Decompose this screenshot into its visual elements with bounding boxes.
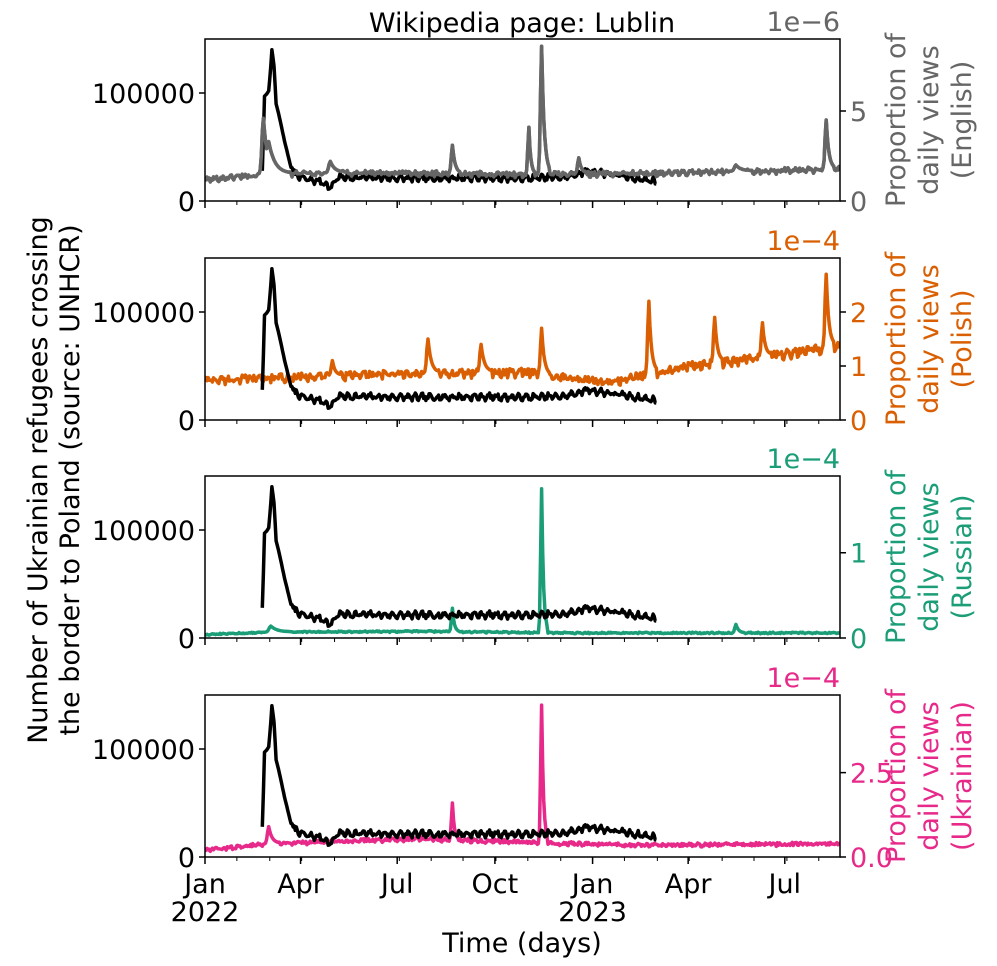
- left-tick-label: 100000: [92, 735, 195, 766]
- right-tick-label: 1: [850, 352, 867, 383]
- panel-english: 0 100000 0 5 1e−6 Proportion of daily views (En…: [92, 7, 978, 218]
- refugee-line: [260, 48, 657, 191]
- right-axis-label: Proportion of daily views (Russian): [881, 469, 978, 644]
- right-tick-label: 0: [850, 406, 867, 437]
- right-ylabel-line: Proportion of: [881, 251, 912, 426]
- right-ylabel-line: daily views: [914, 264, 945, 414]
- views-line-overlay: [205, 44, 840, 184]
- x-tick-year: 2022: [171, 897, 240, 928]
- refugee-line: [260, 704, 657, 847]
- right-tick-label: 0: [850, 624, 867, 655]
- right-axis-label: Proportion of daily views (English): [881, 32, 978, 207]
- shared-y-axis-label: Number of Ukrainian refugees crossing th…: [23, 216, 86, 744]
- right-ylabel-line: daily views: [914, 482, 945, 632]
- right-ylabel-line: Proportion of: [881, 469, 912, 644]
- left-tick-label: 100000: [92, 516, 195, 547]
- panel-frame: [204, 475, 841, 639]
- right-ylabel-line: (Russian): [947, 494, 978, 619]
- left-tick-label: 0: [178, 843, 195, 874]
- panel-russian: 0 100000 0 1 1e−4 Proportion of daily views (Ru…: [92, 444, 978, 655]
- views-line-polish: [205, 272, 840, 387]
- left-tick-label: 0: [178, 187, 195, 218]
- x-tick-year: 2023: [558, 897, 627, 928]
- x-tick-label: Jan: [570, 869, 614, 900]
- x-tick-label: Jul: [379, 869, 414, 900]
- right-tick-label: 2: [850, 298, 867, 329]
- views-line-ukrainian: [205, 703, 840, 854]
- right-axis-multiplier: 1e−4: [766, 663, 840, 694]
- right-axis-multiplier: 1e−6: [766, 7, 840, 38]
- right-axis-multiplier: 1e−4: [766, 226, 840, 257]
- right-axis-label: Proportion of daily views (Polish): [881, 251, 978, 426]
- right-ylabel-line: (Ukrainian): [947, 701, 978, 851]
- left-tick-label: 100000: [92, 298, 195, 329]
- x-tick-label: Apr: [665, 869, 713, 900]
- right-tick-label: 0.0: [850, 843, 893, 874]
- right-tick-label: 0: [850, 187, 867, 218]
- left-tick-label: 0: [178, 624, 195, 655]
- panel-ukrainian: 0 100000 0.0 2.5 1e−4 Proportion of daily view…: [92, 663, 978, 874]
- right-tick-label: 1: [850, 539, 867, 570]
- right-axis-label: Proportion of daily views (Ukrainian): [881, 688, 978, 863]
- right-ylabel-line: Proportion of: [881, 32, 912, 207]
- right-ylabel-line: Proportion of: [881, 688, 912, 863]
- panel-polish: 0 100000 0 1 2 1e−4 Proportion of daily views (P…: [92, 226, 978, 437]
- shared-ylabel-line1: Number of Ukrainian refugees crossing: [23, 216, 54, 744]
- right-ylabel-line: daily views: [914, 45, 945, 195]
- x-tick-label: Jul: [766, 869, 801, 900]
- refugee-line: [260, 267, 657, 410]
- views-line-russian: [205, 487, 840, 637]
- panel-frame: [204, 38, 841, 202]
- views-line-english: [205, 44, 840, 184]
- left-tick-label: 100000: [92, 79, 195, 110]
- right-ylabel-line: (English): [947, 61, 978, 180]
- right-axis-multiplier: 1e−4: [766, 444, 840, 475]
- figure-title: Wikipedia page: Lublin: [369, 8, 675, 39]
- shared-ylabel-line2: the border to Poland (source: UNHCR): [55, 224, 86, 735]
- x-tick-label: Jan: [182, 869, 226, 900]
- right-ylabel-line: daily views: [914, 701, 945, 851]
- refugee-line: [260, 485, 657, 628]
- right-ylabel-line: (Polish): [947, 289, 978, 388]
- x-tick-label: Oct: [472, 869, 519, 900]
- x-axis-label: Time (days): [441, 928, 601, 959]
- left-tick-label: 0: [178, 406, 195, 437]
- panel-frame: [204, 257, 841, 421]
- right-tick-label: 5: [850, 97, 867, 128]
- right-tick-label: 2.5: [850, 759, 893, 790]
- panel-frame: [204, 694, 841, 858]
- x-tick-label: Apr: [277, 869, 325, 900]
